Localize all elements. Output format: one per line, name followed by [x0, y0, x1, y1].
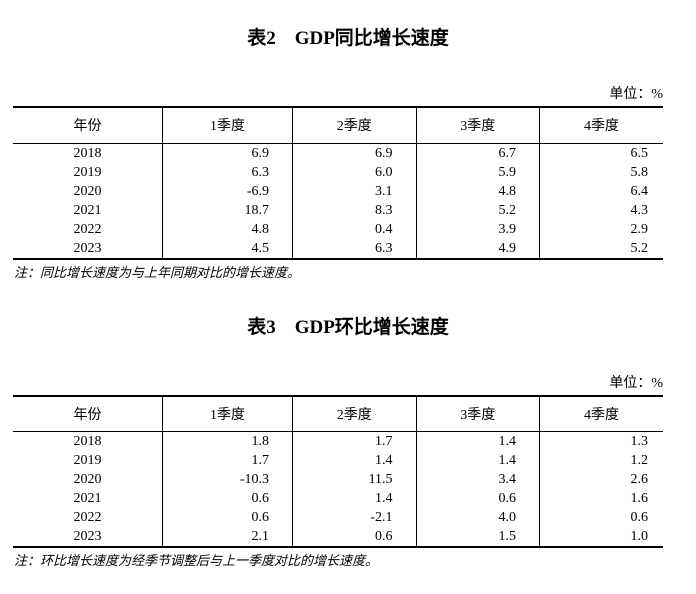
value-cell: 6.3 — [292, 238, 416, 259]
table3-body: 2018 1.8 1.7 1.4 1.3 2019 1.7 1.4 1.4 1.2 2020 -10.… — [13, 431, 663, 547]
col-header-q3: 3季度 — [415, 107, 540, 144]
table-row: 2019 6.3 6.0 5.9 5.8 — [13, 162, 663, 182]
value-cell: 8.3 — [292, 200, 416, 220]
value-cell: 2.9 — [539, 219, 663, 239]
col-header-year: 年份 — [13, 107, 163, 144]
table2-header-row: 年份 1季度 2季度 3季度 4季度 — [13, 107, 663, 144]
value-cell: 11.5 — [292, 470, 416, 489]
col-header-q3: 3季度 — [415, 395, 540, 432]
table-row: 2018 6.9 6.9 6.7 6.5 — [13, 143, 663, 163]
year-cell: 2021 — [73, 491, 102, 506]
value-cell: 2.6 — [539, 470, 663, 489]
year-cell: 2021 — [73, 202, 102, 218]
value-cell: 0.6 — [162, 489, 293, 508]
table-row: 2022 0.6 -2.1 4.0 0.6 — [13, 508, 663, 527]
value-cell: 1.4 — [415, 451, 540, 470]
value-cell: 0.6 — [415, 489, 540, 508]
value-cell: 4.5 — [162, 238, 293, 259]
table-row: 2023 4.5 6.3 4.9 5.2 — [13, 238, 663, 259]
value-cell: 1.7 — [292, 431, 416, 451]
value-cell: 5.2 — [539, 238, 663, 259]
table-row: 2023 2.1 0.6 1.5 1.0 — [13, 527, 663, 547]
table-row: 2021 18.7 8.3 5.2 4.3 — [13, 200, 663, 220]
value-cell: -2.1 — [292, 508, 416, 527]
value-cell: 2.1 — [162, 527, 293, 547]
value-cell: 0.6 — [539, 508, 663, 527]
value-cell: 4.9 — [415, 238, 540, 259]
value-cell: 1.2 — [539, 451, 663, 470]
value-cell: 1.4 — [292, 489, 416, 508]
year-cell: 2019 — [73, 164, 102, 180]
year-cell: 2023 — [73, 240, 102, 256]
value-cell: 5.8 — [539, 162, 663, 182]
col-header-q4: 4季度 — [539, 107, 663, 144]
value-cell: 4.8 — [415, 181, 540, 201]
value-cell: 0.6 — [292, 527, 416, 547]
value-cell: 3.9 — [415, 219, 540, 239]
year-cell: 2020 — [73, 472, 102, 487]
table3-note: 注：环比增长速度为经季节调整后与上一季度对比的增长速度。 — [14, 553, 379, 568]
table-row: 2019 1.7 1.4 1.4 1.2 — [13, 451, 663, 470]
value-cell: 6.3 — [162, 162, 293, 182]
value-cell: 4.8 — [162, 219, 293, 239]
table3-header-row: 年份 1季度 2季度 3季度 4季度 — [13, 395, 663, 432]
table2-title: 表2 GDP同比增长速度 — [247, 28, 449, 49]
value-cell: 5.2 — [415, 200, 540, 220]
value-cell: -10.3 — [162, 470, 293, 489]
value-cell: 6.0 — [292, 162, 416, 182]
table3-gdp-qoq-growth: 年份 1季度 2季度 3季度 4季度 2018 1.8 1.7 1.4 1.3 2019 1… — [13, 394, 663, 548]
value-cell: 0.4 — [292, 219, 416, 239]
col-header-q4: 4季度 — [539, 395, 663, 432]
table2-unit-label: 单位：% — [609, 87, 663, 102]
col-header-year: 年份 — [13, 395, 163, 432]
table2-gdp-yoy-growth: 年份 1季度 2季度 3季度 4季度 2018 6.9 6.9 6.7 6.5 2019 6… — [13, 106, 663, 260]
table-row: 2020 -10.3 11.5 3.4 2.6 — [13, 470, 663, 489]
value-cell: 4.0 — [415, 508, 540, 527]
col-header-q1: 1季度 — [162, 107, 293, 144]
year-cell: 2018 — [73, 434, 102, 449]
table3-title: 表3 GDP环比增长速度 — [247, 316, 449, 338]
year-cell: 2023 — [73, 529, 102, 544]
value-cell: 3.4 — [415, 470, 540, 489]
value-cell: 0.6 — [162, 508, 293, 527]
col-header-q2: 2季度 — [292, 395, 416, 432]
value-cell: 5.9 — [415, 162, 540, 182]
year-cell: 2020 — [73, 183, 102, 199]
value-cell: 6.5 — [539, 143, 663, 163]
value-cell: 1.8 — [162, 431, 293, 451]
table-row: 2020 -6.9 3.1 4.8 6.4 — [13, 181, 663, 201]
value-cell: 6.9 — [162, 143, 293, 163]
year-cell: 2019 — [73, 453, 102, 468]
table3-unit-label: 单位：% — [609, 375, 663, 391]
value-cell: 1.4 — [415, 431, 540, 451]
value-cell: 18.7 — [162, 200, 293, 220]
table2-body: 2018 6.9 6.9 6.7 6.5 2019 6.3 6.0 5.9 5.8 2020 -6.9… — [13, 143, 663, 259]
value-cell: 1.0 — [539, 527, 663, 547]
value-cell: 6.4 — [539, 181, 663, 201]
year-cell: 2022 — [73, 510, 102, 525]
table-row: 2021 0.6 1.4 0.6 1.6 — [13, 489, 663, 508]
value-cell: 1.4 — [292, 451, 416, 470]
value-cell: 4.3 — [539, 200, 663, 220]
year-cell: 2022 — [73, 221, 102, 237]
value-cell: 3.1 — [292, 181, 416, 201]
col-header-q1: 1季度 — [162, 395, 293, 432]
table2-section: 表2 GDP同比增长速度 单位：% 年份 1季度 2季度 3季度 4季度 201… — [0, 28, 696, 281]
value-cell: 1.7 — [162, 451, 293, 470]
value-cell: 6.7 — [415, 143, 540, 163]
value-cell: 1.5 — [415, 527, 540, 547]
value-cell: 6.9 — [292, 143, 416, 163]
value-cell: 1.3 — [539, 431, 663, 451]
table-row: 2022 4.8 0.4 3.9 2.9 — [13, 219, 663, 239]
value-cell: -6.9 — [162, 181, 293, 201]
table-row: 2018 1.8 1.7 1.4 1.3 — [13, 431, 663, 451]
year-cell: 2018 — [73, 145, 102, 161]
value-cell: 1.6 — [539, 489, 663, 508]
table2-note: 注：同比增长速度为与上年同期对比的增长速度。 — [14, 264, 301, 280]
table3-section: 表3 GDP环比增长速度 单位：% 年份 1季度 2季度 3季度 4季度 201… — [0, 317, 696, 570]
col-header-q2: 2季度 — [292, 107, 416, 144]
